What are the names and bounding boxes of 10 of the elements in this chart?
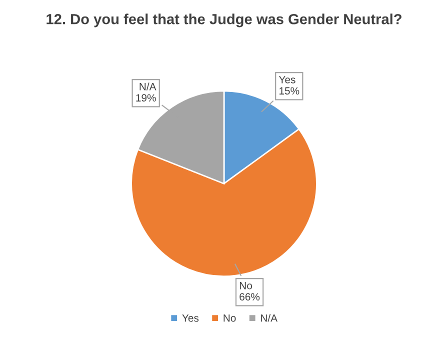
legend-label: N/A: [261, 314, 278, 322]
data-label: 19%: [136, 94, 156, 102]
legend-label: Yes: [182, 314, 199, 322]
legend-label: No: [224, 314, 236, 322]
slice-label: Yes: [278, 76, 296, 84]
data-label: 66%: [240, 293, 260, 301]
data-label: 15%: [280, 87, 300, 95]
chart-title: 12. Do you feel that the Judge was Gender Neutral?: [46, 14, 402, 28]
slice-label: N/A: [140, 82, 156, 90]
slice-label: No: [240, 282, 252, 290]
